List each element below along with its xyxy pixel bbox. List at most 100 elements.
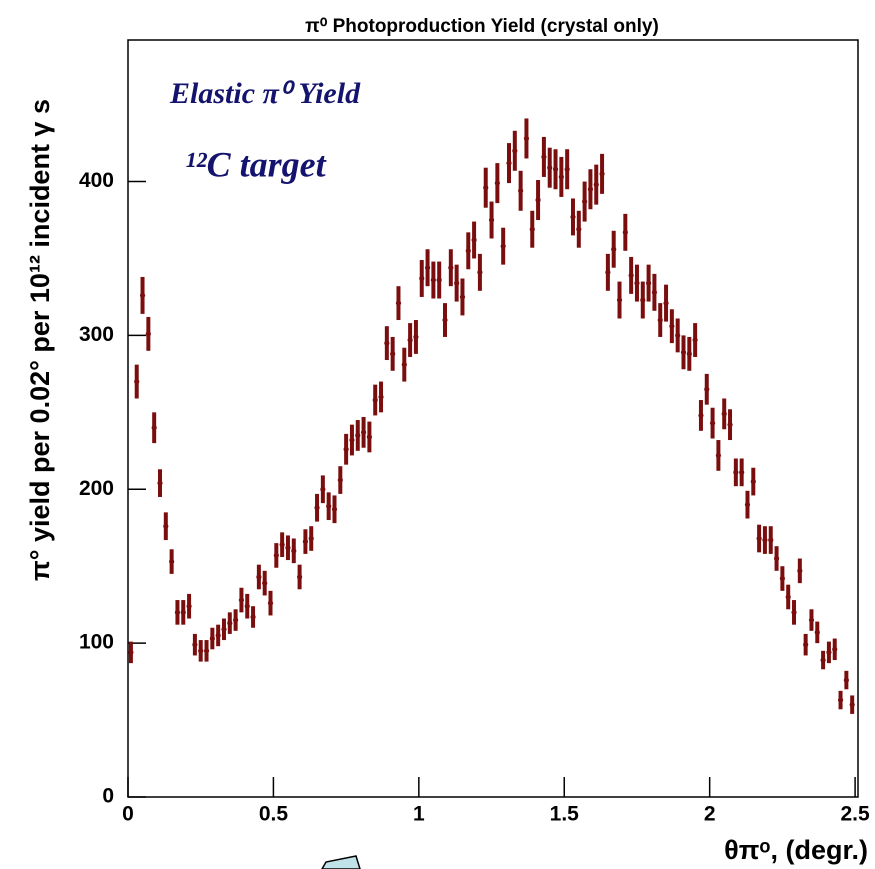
data-point <box>134 378 140 385</box>
data-point <box>494 180 500 186</box>
data-point <box>582 198 588 205</box>
data-point <box>686 351 692 357</box>
data-point <box>169 558 175 565</box>
data-point <box>285 545 291 551</box>
data-point <box>512 148 518 154</box>
annotation: ¹²C target <box>185 144 327 184</box>
data-point <box>384 340 390 346</box>
data-point <box>401 362 407 368</box>
data-point <box>413 334 419 340</box>
data-point <box>628 272 634 279</box>
data-point <box>436 277 442 283</box>
x-tick-label: 1.5 <box>550 803 580 826</box>
data-point <box>395 300 402 306</box>
data-point <box>756 535 762 542</box>
data-point <box>227 620 233 626</box>
data-point <box>587 186 594 192</box>
data-point <box>733 469 739 475</box>
data-point <box>814 629 820 635</box>
data-point <box>378 394 384 400</box>
data-point <box>558 174 564 180</box>
data-point <box>302 538 309 545</box>
data-point <box>837 697 844 703</box>
data-point <box>564 166 570 172</box>
data-point <box>157 480 163 486</box>
data-point <box>308 535 314 542</box>
data-point <box>186 603 192 609</box>
y-tick-label: 400 <box>79 169 114 192</box>
data-point <box>477 269 483 275</box>
data-point <box>326 503 332 509</box>
data-point <box>843 677 849 683</box>
data-point <box>791 609 797 615</box>
data-point <box>762 537 768 543</box>
data-point <box>773 555 780 562</box>
data-point <box>593 182 599 188</box>
data-point <box>128 649 134 655</box>
data-point <box>605 269 611 275</box>
data-point <box>488 217 495 223</box>
data-point <box>599 171 605 177</box>
data-point <box>424 265 431 271</box>
data-point <box>238 597 245 603</box>
y-tick-label: 300 <box>79 323 114 346</box>
data-point <box>744 502 751 508</box>
data-point <box>291 548 297 554</box>
plot-frame <box>127 39 859 798</box>
data-point <box>739 469 745 475</box>
data-point <box>273 552 279 559</box>
data-point <box>692 337 698 343</box>
y-tick-label: 100 <box>79 631 114 654</box>
data-point <box>750 478 756 485</box>
data-point <box>651 289 658 295</box>
data-point <box>221 626 227 632</box>
data-point <box>803 642 809 648</box>
data-point <box>779 575 785 582</box>
data-point <box>174 609 181 615</box>
data-point <box>198 648 204 654</box>
data-point <box>547 165 553 171</box>
data-point <box>680 349 687 355</box>
data-point <box>622 229 628 235</box>
data-point <box>640 297 646 303</box>
x-tick-label: 0 <box>122 803 134 826</box>
data-point <box>419 275 425 282</box>
data-point <box>826 649 832 655</box>
data-point <box>808 617 815 623</box>
x-tick-label: 0.5 <box>259 803 289 826</box>
data-point <box>669 323 675 329</box>
data-point <box>209 635 215 642</box>
data-point <box>454 280 460 286</box>
data-point <box>145 331 151 337</box>
data-point <box>331 506 338 512</box>
data-point <box>203 648 210 654</box>
y-tick-label: 200 <box>79 477 114 500</box>
data-point <box>151 425 157 431</box>
data-point <box>256 574 262 580</box>
data-point <box>645 280 652 286</box>
data-point <box>698 412 704 419</box>
data-point <box>337 477 343 483</box>
data-point <box>465 248 471 254</box>
data-point <box>657 317 663 323</box>
data-point <box>768 537 774 543</box>
data-point <box>634 280 640 286</box>
data-point <box>314 505 320 511</box>
data-point <box>570 214 576 220</box>
decoration <box>321 855 361 869</box>
data-point <box>343 446 349 452</box>
x-tick-label: 1 <box>413 803 425 826</box>
data-point <box>372 397 378 403</box>
data-point <box>704 386 710 392</box>
x-tick-label: 2 <box>704 803 716 826</box>
x-axis-label: θπᵒ, (degr.) <box>724 835 868 865</box>
data-point <box>139 292 146 299</box>
data-point <box>215 632 221 639</box>
data-point <box>262 580 268 586</box>
data-point <box>296 574 303 580</box>
data-point <box>360 429 367 435</box>
data-point <box>709 420 716 426</box>
data-point <box>244 603 250 609</box>
